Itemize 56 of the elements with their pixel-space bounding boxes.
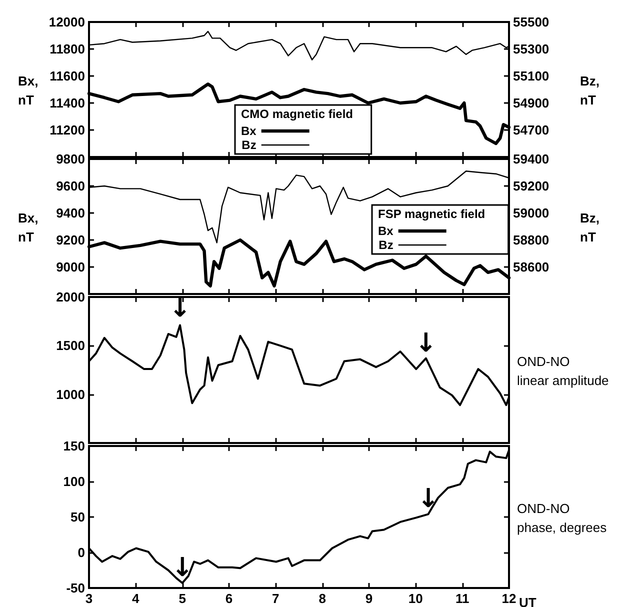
y-tick-label: 50 [70,510,85,524]
legend-title: FSP magnetic field [378,207,486,221]
y-tick-label: -50 [66,580,85,596]
y-tick-label: 9200 [56,232,85,248]
y2-tick-label: 54700 [513,122,550,138]
y-axis-title: OND-NO linear amplitude [517,354,609,388]
y2-tick-label: 55500 [513,14,550,30]
y2-tick-label: 54900 [513,96,550,110]
annotation: ↓ [171,553,194,584]
legend-label: Bx [240,124,257,138]
y-tick-label: 9800 [56,152,85,166]
y-tick-label: 11200 [50,122,85,138]
y-tick-label: 11600 [50,68,85,84]
x-tick-label: 3 [85,591,93,606]
x-tick-label: 8 [318,591,326,606]
x-tick-label: 12 [502,591,516,606]
y2-tick-label: 58600 [513,260,550,274]
y-tick-label: 11800 [50,42,85,56]
legend-label: Bx [378,224,394,238]
y-tick-label: 9600 [56,178,85,194]
line-series [88,30,510,60]
y2-axis-title: Bz, nT [580,74,600,108]
y2-tick-label: 55100 [513,68,550,84]
x-tick-label: 4 [132,591,140,606]
x-tick-label: 10 [408,591,423,606]
y-tick-label: 100 [63,474,85,489]
x-tick-label: 7 [272,591,280,606]
y-tick-label: 1500 [56,338,85,354]
x-tick-label: 6 [225,591,233,606]
y-tick-label: 9000 [56,260,85,274]
x-tick-label: 9 [365,591,373,606]
x-tick-label: 5 [178,591,186,606]
y-tick-label: 2000 [56,290,85,304]
y-tick-label: 150 [63,438,85,454]
y2-tick-label: 59200 [513,178,550,194]
y2-tick-label: 59000 [513,206,550,220]
y2-axis-title: Bz, nT [580,210,600,244]
y-tick-label: 1000 [56,386,85,402]
y-axis-title: Bx, nT [18,210,38,244]
x-tick-label: 11 [455,591,470,606]
y-tick-label: 12000 [48,14,85,30]
y-tick-label: 11400 [50,96,85,110]
y-tick-label: 0 [78,545,85,560]
annotation: ↓ [169,293,191,324]
y2-tick-label: 55300 [513,42,550,56]
legend-label: Bz [242,138,256,152]
annotation: ↓ [417,484,440,514]
y-axis-title: OND-NO phase, degrees [517,501,608,535]
legend-title: CMO magnetic field [241,107,354,121]
y2-tick-label: 59400 [513,152,550,166]
y2-tick-label: 58800 [513,232,550,248]
annotation: ↓ [415,328,437,358]
legend-label: Bz [378,238,394,252]
y-axis-title: Bx, nT [18,74,38,108]
y-tick-label: 9400 [56,206,85,220]
x-axis-title: UT [519,595,536,607]
